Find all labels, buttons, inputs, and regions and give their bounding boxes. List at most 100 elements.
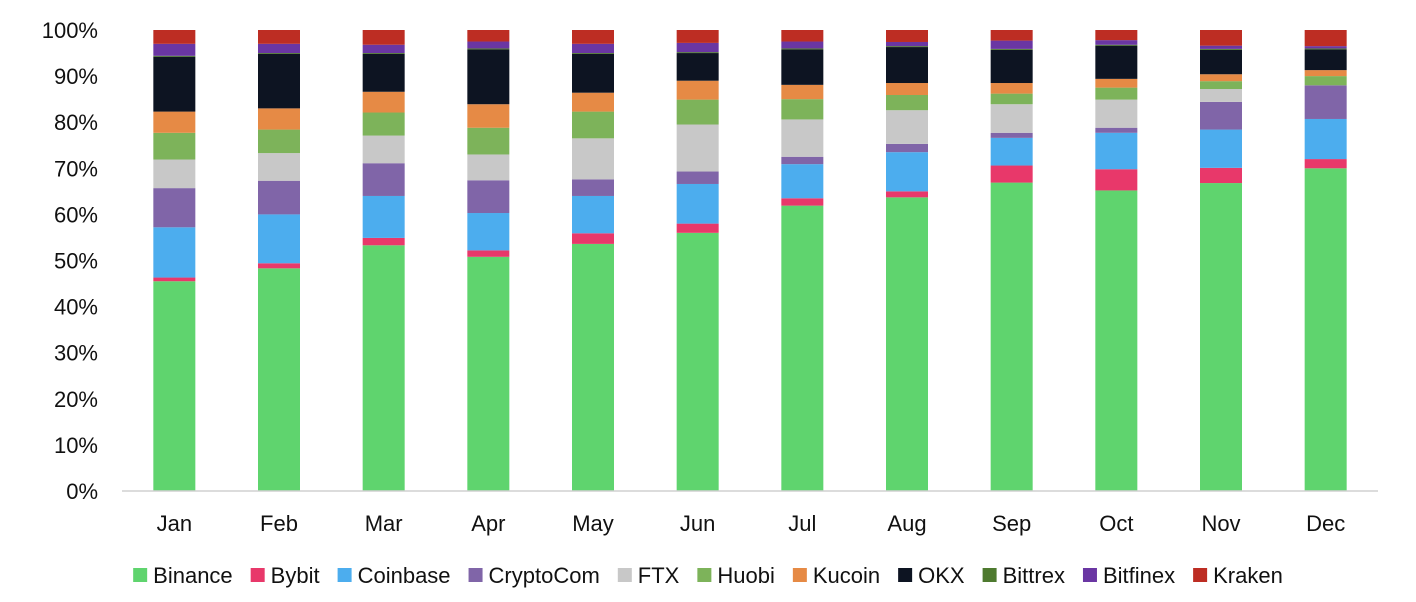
bar-segment-ftx — [467, 154, 510, 181]
legend-swatch — [898, 568, 913, 582]
bar-segment-kucoin — [362, 91, 405, 113]
y-tick-label: 0% — [66, 479, 98, 504]
bar-segment-binance — [781, 205, 824, 492]
bar-segment-binance — [1304, 168, 1347, 492]
bar-segment-kraken — [781, 30, 824, 42]
legend-label: Bittrex — [1003, 563, 1065, 588]
bar-segment-ftx — [990, 104, 1033, 133]
bar-segment-cryptocom — [258, 180, 300, 215]
y-tick-label: 90% — [54, 64, 98, 89]
bar-segment-cryptocom — [572, 179, 614, 196]
bar-segment-kraken — [1200, 30, 1242, 46]
legend-label: Coinbase — [358, 563, 451, 588]
bar-segment-huobi — [781, 99, 824, 120]
legend-swatch — [1082, 568, 1097, 582]
y-tick-label: 80% — [54, 110, 98, 135]
legend-item-ftx: FTX — [617, 563, 680, 588]
legend-swatch — [337, 568, 352, 582]
bar-segment-bittrex — [258, 53, 300, 54]
bar-stack-aug — [886, 30, 928, 491]
bar-segment-bittrex — [362, 53, 405, 54]
bar-segment-binance — [467, 256, 510, 491]
legend-label: Kraken — [1213, 563, 1283, 588]
bar-segment-coinbase — [676, 183, 719, 224]
bar-segment-binance — [258, 268, 300, 491]
bar-segment-okx — [1304, 49, 1347, 71]
bar-stack-sep — [990, 30, 1033, 491]
bar-segment-binance — [1095, 190, 1138, 492]
bar-stack-jun — [676, 30, 719, 491]
bar-segment-bybit — [886, 191, 928, 198]
x-tick-label: Jun — [680, 511, 715, 536]
bar-segment-bitfinex — [572, 43, 614, 54]
legend-swatch — [250, 568, 265, 582]
bar-segment-binance — [990, 182, 1033, 491]
bar-segment-coinbase — [781, 164, 824, 199]
bar-segment-binance — [362, 245, 405, 491]
bar-stack-apr — [467, 30, 510, 491]
bar-segment-coinbase — [258, 214, 300, 264]
bar-segment-okx — [676, 53, 719, 81]
legend-label: Binance — [153, 563, 233, 588]
bar-segment-kucoin — [781, 84, 824, 100]
bar-segment-huobi — [572, 111, 614, 139]
legend-swatch — [697, 568, 712, 582]
bar-segment-kraken — [886, 30, 928, 42]
bar-segment-bitfinex — [990, 40, 1033, 49]
bar-segment-kucoin — [886, 83, 928, 96]
bar-segment-bybit — [1304, 159, 1347, 169]
bar-segment-kucoin — [990, 83, 1033, 94]
y-tick-label: 30% — [54, 341, 98, 366]
bar-segment-kucoin — [1200, 74, 1242, 82]
bar-segment-coinbase — [990, 137, 1033, 166]
bar-segment-bittrex — [1200, 48, 1242, 50]
x-tick-label: Sep — [992, 511, 1031, 536]
bar-segment-coinbase — [886, 152, 928, 192]
bar-segment-coinbase — [1304, 118, 1347, 160]
bar-segment-cryptocom — [467, 180, 510, 214]
x-tick-label: Aug — [887, 511, 926, 536]
bar-segment-okx — [362, 53, 405, 92]
bar-segment-kraken — [1095, 30, 1138, 41]
x-tick-label: Dec — [1306, 511, 1345, 536]
bar-segment-bybit — [572, 233, 614, 244]
bar-segment-huobi — [1200, 81, 1242, 90]
legend-swatch — [133, 568, 148, 582]
legend-item-huobi: Huobi — [697, 563, 775, 588]
bar-segment-ftx — [572, 138, 614, 180]
bar-segment-bybit — [676, 223, 719, 233]
bar-segment-kraken — [467, 30, 510, 42]
bar-segment-kucoin — [467, 104, 510, 128]
bar-segment-binance — [153, 281, 196, 491]
bar-segment-cryptocom — [990, 132, 1033, 138]
y-tick-label: 70% — [54, 156, 98, 181]
bar-segment-cryptocom — [1200, 101, 1242, 130]
bar-segment-bybit — [781, 198, 824, 206]
bar-stack-oct — [1095, 30, 1138, 492]
legend-label: Bybit — [271, 563, 320, 588]
bar-segment-binance — [1200, 183, 1242, 491]
bar-segment-okx — [886, 47, 928, 84]
legend: Binance Bybit Coinbase CryptoCom FTX Huobi Kuc… — [133, 563, 1283, 588]
bar-segment-cryptocom — [676, 171, 719, 184]
legend-swatch — [982, 568, 997, 582]
bar-segment-binance — [572, 243, 614, 491]
legend-item-bybit: Bybit — [250, 563, 320, 588]
y-tick-label: 100% — [42, 18, 98, 43]
legend-item-coinbase: Coinbase — [337, 563, 451, 588]
bar-segment-ftx — [258, 153, 300, 181]
bar-stack-jul — [781, 30, 824, 492]
bar-segment-bitfinex — [153, 43, 196, 56]
bar-segment-ftx — [886, 110, 928, 144]
x-tick-label: Jul — [788, 511, 816, 536]
bar-segment-bitfinex — [676, 42, 719, 53]
bar-segment-bybit — [990, 165, 1033, 183]
bar-segment-coinbase — [1095, 132, 1138, 170]
bar-segment-cryptocom — [886, 143, 928, 153]
y-tick-label: 20% — [54, 387, 98, 412]
legend-swatch — [1193, 568, 1208, 582]
bar-segment-binance — [886, 197, 928, 491]
bar-segment-ftx — [1200, 89, 1242, 102]
bar-segment-okx — [258, 53, 300, 109]
